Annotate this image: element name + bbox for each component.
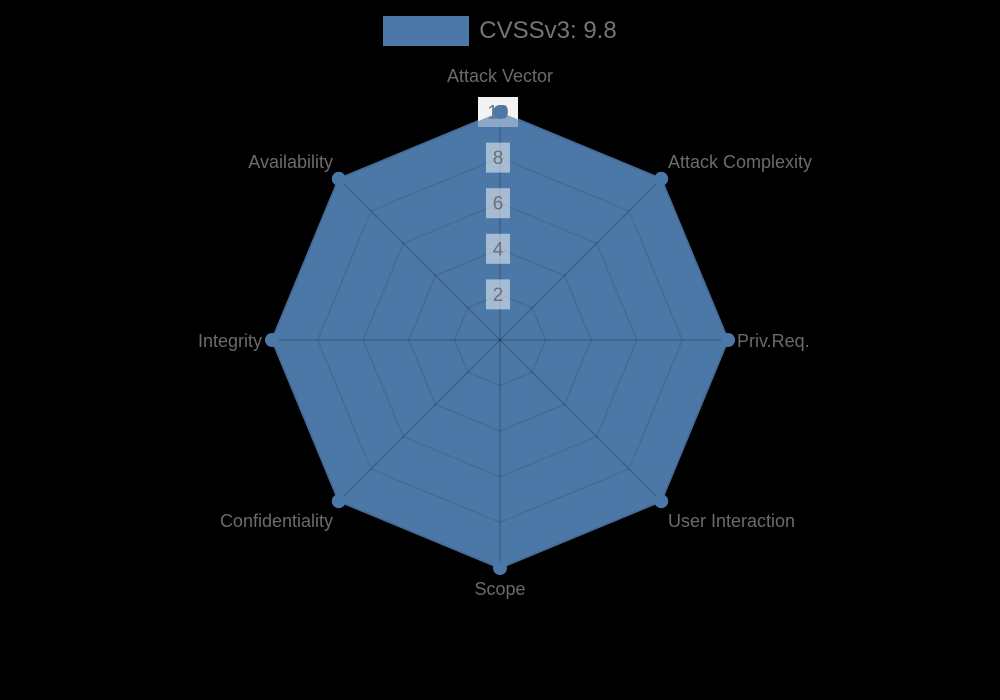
radar-axis-spoke	[338, 178, 501, 341]
radar-axis-spoke	[499, 339, 662, 502]
radial-tick-label: 6	[493, 194, 504, 215]
radar-series-marker	[265, 333, 279, 347]
radial-tick-bg	[486, 279, 510, 310]
radar-axis-spoke	[338, 339, 501, 502]
radial-tick-label: 8	[493, 148, 504, 169]
axis-label-scope: Scope	[474, 579, 525, 599]
radar-series-marker	[721, 333, 735, 347]
radar-grid-ring	[407, 247, 593, 433]
radial-tick-label: 2	[493, 285, 504, 306]
radar-series-marker	[331, 171, 346, 186]
radar-series-marker	[493, 105, 507, 119]
axis-label-attack-complexity: Attack Complexity	[668, 152, 812, 172]
radar-grid-ring	[453, 293, 547, 387]
axis-label-user-interaction: User Interaction	[668, 511, 795, 531]
axis-label-confidentiality: Confidentiality	[220, 511, 333, 531]
radar-grid-ring	[362, 202, 638, 478]
radar-grid-ring	[316, 156, 684, 524]
radar-series-marker	[493, 561, 507, 575]
radar-apex-overlay	[478, 112, 518, 127]
legend-swatch[interactable]	[383, 16, 470, 46]
axis-label-availability: Availability	[248, 152, 333, 172]
radar-axis-spoke	[499, 178, 662, 341]
radial-tick-bg	[486, 142, 510, 173]
radial-tick-bg	[486, 233, 510, 264]
radar-series-marker	[654, 171, 669, 186]
radar-series-marker	[331, 494, 346, 509]
radial-tick-bg	[486, 188, 510, 219]
axis-label-attack-vector: Attack Vector	[447, 66, 553, 86]
chart-legend[interactable]: CVSSv3: 9.8	[0, 16, 1000, 46]
radial-tick-label: 4	[493, 239, 504, 260]
axis-label-priv-req: Priv.Req.	[737, 331, 810, 351]
axis-label-integrity: Integrity	[198, 331, 262, 351]
radar-series-marker	[654, 494, 669, 509]
legend-label: CVSSv3: 9.8	[479, 17, 617, 44]
